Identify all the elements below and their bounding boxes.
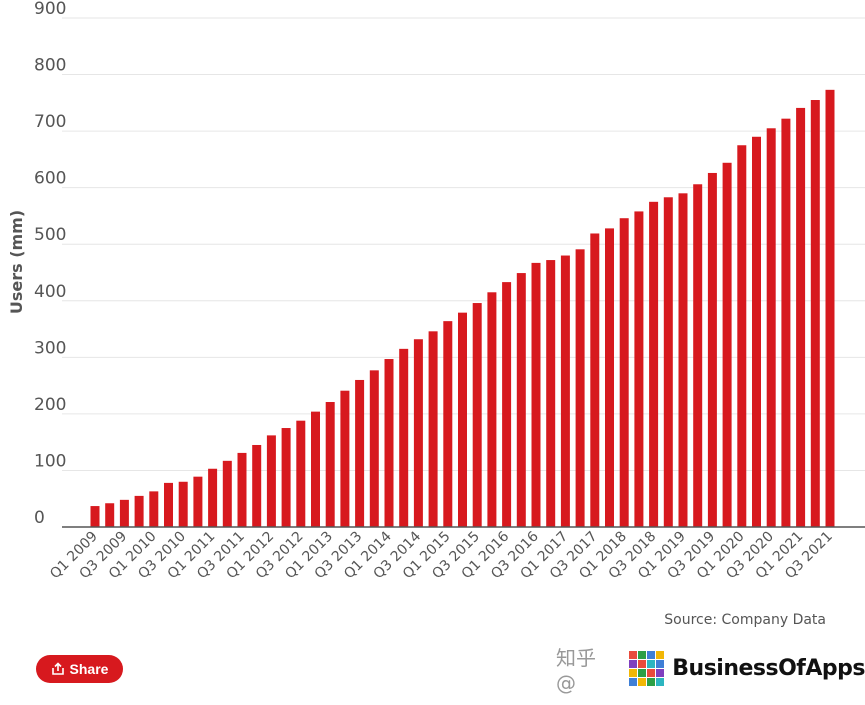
- y-tick-label: 600: [34, 169, 66, 189]
- bar: [340, 390, 350, 527]
- bar: [825, 89, 835, 527]
- bar: [516, 273, 526, 527]
- bar: [560, 255, 570, 527]
- bar: [369, 370, 379, 527]
- y-tick-label: 400: [34, 282, 66, 302]
- y-axis-tick-labels: 0 100 200 300 400 500 600 700 800 900: [34, 0, 66, 528]
- bar: [707, 172, 717, 527]
- bar: [311, 411, 320, 527]
- bar: [443, 321, 453, 527]
- bar: [413, 339, 423, 527]
- bar: [119, 499, 129, 527]
- bar: [531, 262, 541, 527]
- bar: [810, 100, 820, 527]
- bar: [399, 348, 409, 527]
- bar: [296, 420, 306, 527]
- businessofapps-logo-icon: [629, 650, 665, 686]
- bar: [472, 303, 482, 527]
- bar: [634, 211, 644, 528]
- y-tick-label: 700: [34, 112, 66, 132]
- bar: [178, 481, 188, 527]
- bar: [458, 312, 467, 527]
- bar: [752, 136, 761, 527]
- bar: [781, 118, 791, 528]
- gridlines: [62, 17, 865, 471]
- bar: [237, 452, 247, 527]
- y-tick-label: 800: [34, 56, 66, 76]
- bar: [575, 249, 585, 527]
- bar: [722, 162, 732, 527]
- y-tick-label: 500: [34, 225, 66, 245]
- bar: [546, 260, 556, 527]
- bar: [252, 444, 262, 527]
- y-tick-label: 0: [34, 508, 45, 528]
- bar: [693, 184, 703, 527]
- bar: [649, 201, 659, 527]
- bar: [428, 331, 438, 527]
- y-tick-label: 300: [34, 338, 66, 358]
- brand-name: BusinessOfApps: [672, 655, 865, 681]
- bar: [105, 503, 115, 527]
- y-axis-label: Users (mm): [7, 210, 26, 314]
- bar: [590, 233, 600, 528]
- bar: [325, 402, 335, 527]
- bar: [737, 145, 747, 527]
- bar: [134, 495, 144, 527]
- bar: [502, 282, 512, 527]
- brand-watermark: 知乎 @ BusinessOfApps: [556, 646, 865, 695]
- bar: [149, 491, 159, 527]
- bar: [355, 379, 365, 527]
- y-tick-label: 900: [34, 0, 66, 19]
- source-note: Source: Company Data: [664, 612, 826, 628]
- bar: [164, 482, 173, 527]
- bar: [766, 128, 776, 527]
- share-label: Share: [69, 661, 109, 677]
- share-button[interactable]: Share: [36, 655, 123, 683]
- bar: [605, 228, 614, 527]
- bar: [266, 435, 276, 527]
- bar: [281, 428, 291, 527]
- bars: [90, 89, 835, 528]
- bar: [796, 107, 806, 528]
- share-icon: [51, 662, 64, 675]
- y-tick-label: 200: [34, 395, 66, 415]
- bar: [90, 506, 100, 527]
- bar: [222, 460, 232, 527]
- bar: [193, 476, 203, 527]
- bar: [619, 218, 629, 527]
- bar: [487, 292, 497, 527]
- bar: [208, 468, 218, 527]
- y-tick-label: 100: [34, 451, 66, 471]
- bar: [663, 197, 673, 527]
- bar: [678, 193, 688, 527]
- zhihu-watermark: 知乎 @: [556, 645, 596, 695]
- bar: [384, 359, 394, 527]
